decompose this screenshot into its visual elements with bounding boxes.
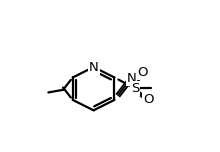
Text: O: O — [137, 66, 148, 79]
Text: N: N — [126, 72, 136, 85]
Text: N: N — [89, 60, 99, 74]
Text: S: S — [131, 82, 139, 95]
Text: O: O — [143, 93, 154, 106]
